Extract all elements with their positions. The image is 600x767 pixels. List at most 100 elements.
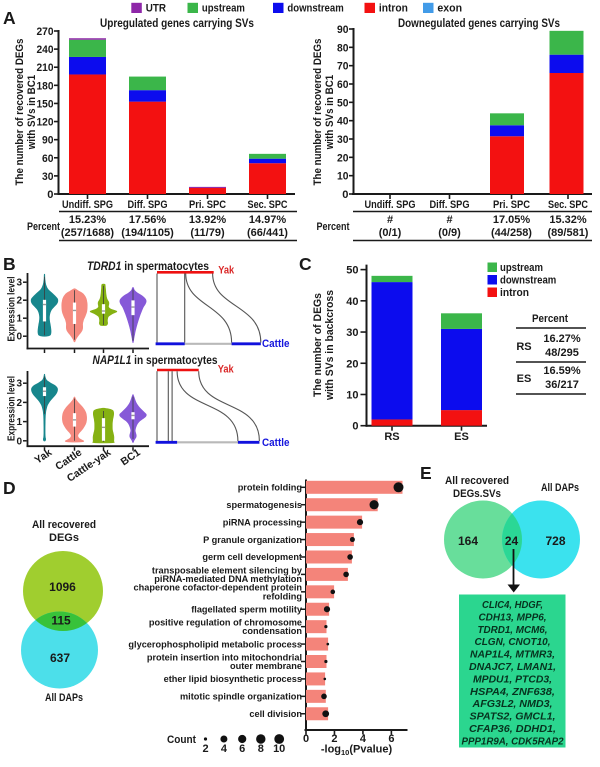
svg-text:10: 10 — [273, 743, 285, 755]
svg-text:40: 40 — [346, 296, 358, 308]
svg-text:The number of recovered DEGs: The number of recovered DEGs — [14, 39, 26, 186]
svg-text:ES: ES — [454, 431, 469, 443]
svg-text:upstream: upstream — [202, 3, 245, 15]
svg-text:intron: intron — [500, 287, 529, 299]
svg-text:Yak: Yak — [218, 364, 235, 376]
svg-text:30: 30 — [346, 327, 358, 339]
svg-text:13.92%: 13.92% — [189, 214, 227, 226]
svg-text:(89/581): (89/581) — [548, 227, 589, 239]
svg-text:(66/441): (66/441) — [247, 227, 288, 239]
svg-text:10: 10 — [337, 171, 349, 183]
svg-text:Cattle: Cattle — [262, 437, 290, 449]
svg-text:mitotic spindle organization: mitotic spindle organization — [180, 692, 302, 702]
svg-text:-log10(Pvalue): -log10(Pvalue) — [321, 743, 393, 757]
svg-text:downstream: downstream — [287, 3, 343, 15]
svg-text:All DAPs: All DAPs — [45, 692, 83, 704]
svg-text:Diff. SPG: Diff. SPG — [430, 199, 470, 211]
svg-text:Yak: Yak — [218, 265, 235, 277]
svg-text:DEGs: DEGs — [49, 532, 79, 544]
svg-text:15.32%: 15.32% — [549, 214, 587, 226]
svg-text:Downegulated genes carrying SV: Downegulated genes carrying SVs — [398, 16, 560, 30]
svg-text:0: 0 — [352, 421, 358, 433]
svg-text:24: 24 — [505, 534, 519, 548]
svg-text:Diff. SPG: Diff. SPG — [128, 199, 168, 211]
svg-text:protein folding: protein folding — [238, 483, 302, 493]
svg-text:glycerophospholipid metabolic: glycerophospholipid metabolic process — [128, 639, 302, 649]
svg-text:The number of DEGs: The number of DEGs — [312, 293, 324, 397]
svg-text:condensation: condensation — [242, 626, 302, 636]
svg-text:1: 1 — [16, 417, 22, 428]
svg-text:Percent: Percent — [27, 221, 60, 233]
svg-text:Upregulated genes carrying SVs: Upregulated genes carrying SVs — [100, 16, 254, 30]
svg-text:0: 0 — [47, 189, 53, 201]
svg-text:3: 3 — [16, 379, 22, 390]
svg-text:HSPA4, ZNF638,: HSPA4, ZNF638, — [470, 687, 555, 698]
svg-text:Percent: Percent — [317, 221, 350, 233]
svg-text:transposable element silencing: transposable element silencing by — [152, 565, 303, 575]
svg-text:with SVs in BC1: with SVs in BC1 — [324, 75, 336, 150]
svg-text:exon: exon — [437, 3, 462, 15]
svg-text:Expression level: Expression level — [7, 376, 18, 441]
svg-text:ES: ES — [517, 373, 532, 385]
svg-text:2: 2 — [202, 743, 208, 755]
svg-text:NAP1L1 in spermatocytes: NAP1L1 in spermatocytes — [93, 355, 218, 367]
svg-text:6: 6 — [239, 743, 245, 755]
svg-text:RS: RS — [516, 341, 531, 353]
svg-text:2: 2 — [331, 733, 337, 745]
svg-text:AFG3L2, NMD3,: AFG3L2, NMD3, — [471, 699, 552, 710]
svg-text:PPP1R9A, CDK5RAP2: PPP1R9A, CDK5RAP2 — [462, 736, 564, 747]
svg-text:16.59%: 16.59% — [543, 365, 581, 377]
svg-text:80: 80 — [337, 42, 349, 54]
svg-text:Expression level: Expression level — [7, 276, 18, 341]
svg-text:30: 30 — [42, 171, 54, 183]
svg-text:NAP1L4, MTMR3,: NAP1L4, MTMR3, — [470, 650, 555, 661]
svg-text:Sec. SPC: Sec. SPC — [248, 199, 288, 211]
svg-text:70: 70 — [337, 61, 349, 73]
svg-text:DEGs.SVs: DEGs.SVs — [453, 488, 501, 500]
svg-text:All recovered: All recovered — [32, 519, 96, 531]
svg-text:(257/1688): (257/1688) — [61, 227, 115, 239]
svg-text:Pri. SPC: Pri. SPC — [189, 199, 226, 211]
svg-text:120: 120 — [37, 117, 54, 129]
svg-text:downstream: downstream — [500, 275, 556, 287]
svg-text:20: 20 — [346, 358, 358, 370]
svg-text:DNAJC7, LMAN1,: DNAJC7, LMAN1, — [469, 662, 556, 673]
svg-text:The number of recovered DEGs: The number of recovered DEGs — [312, 39, 324, 186]
svg-text:cell division: cell division — [249, 709, 302, 719]
svg-text:50: 50 — [337, 97, 349, 109]
svg-text:P granule organization: P granule organization — [203, 535, 302, 545]
svg-text:2: 2 — [16, 398, 22, 409]
svg-text:CDH13, MPP6,: CDH13, MPP6, — [479, 612, 547, 623]
svg-text:TDRD1, MCM6,: TDRD1, MCM6, — [478, 625, 548, 636]
svg-text:50: 50 — [346, 265, 358, 277]
svg-text:All recovered: All recovered — [445, 475, 509, 487]
svg-text:piRNA-mediated DNA methylation: piRNA-mediated DNA methylation — [154, 574, 302, 584]
svg-text:(0/1): (0/1) — [379, 227, 402, 239]
svg-text:150: 150 — [37, 98, 54, 110]
svg-text:40: 40 — [337, 116, 349, 128]
svg-text:(44/258): (44/258) — [491, 227, 532, 239]
svg-text:E: E — [420, 463, 432, 483]
svg-text:16.27%: 16.27% — [543, 333, 581, 345]
svg-text:upstream: upstream — [500, 262, 543, 274]
svg-text:D: D — [3, 478, 16, 498]
svg-text:Count: Count — [167, 734, 196, 746]
svg-text:270: 270 — [37, 26, 54, 38]
svg-text:All DAPs: All DAPs — [541, 482, 579, 494]
svg-text:(194/1105): (194/1105) — [121, 227, 174, 239]
svg-text:15.23%: 15.23% — [69, 214, 107, 226]
svg-text:48/295: 48/295 — [545, 347, 579, 359]
svg-text:germ cell development: germ cell development — [202, 552, 302, 562]
svg-text:2: 2 — [16, 296, 22, 307]
svg-text:17.05%: 17.05% — [493, 214, 531, 226]
svg-text:1096: 1096 — [49, 580, 76, 594]
svg-text:0: 0 — [303, 733, 309, 745]
svg-text:piRNA processing: piRNA processing — [223, 517, 302, 527]
svg-text:with SVs in backcross: with SVs in backcross — [324, 290, 336, 401]
svg-text:B: B — [3, 254, 16, 274]
svg-text:SPATS2, GMCL1,: SPATS2, GMCL1, — [470, 712, 556, 723]
svg-text:intron: intron — [379, 3, 408, 15]
svg-text:ether lipid biosynthetic proce: ether lipid biosynthetic process — [164, 674, 302, 684]
svg-text:240: 240 — [37, 44, 54, 56]
svg-text:CLIC4, HDGF,: CLIC4, HDGF, — [482, 600, 543, 611]
